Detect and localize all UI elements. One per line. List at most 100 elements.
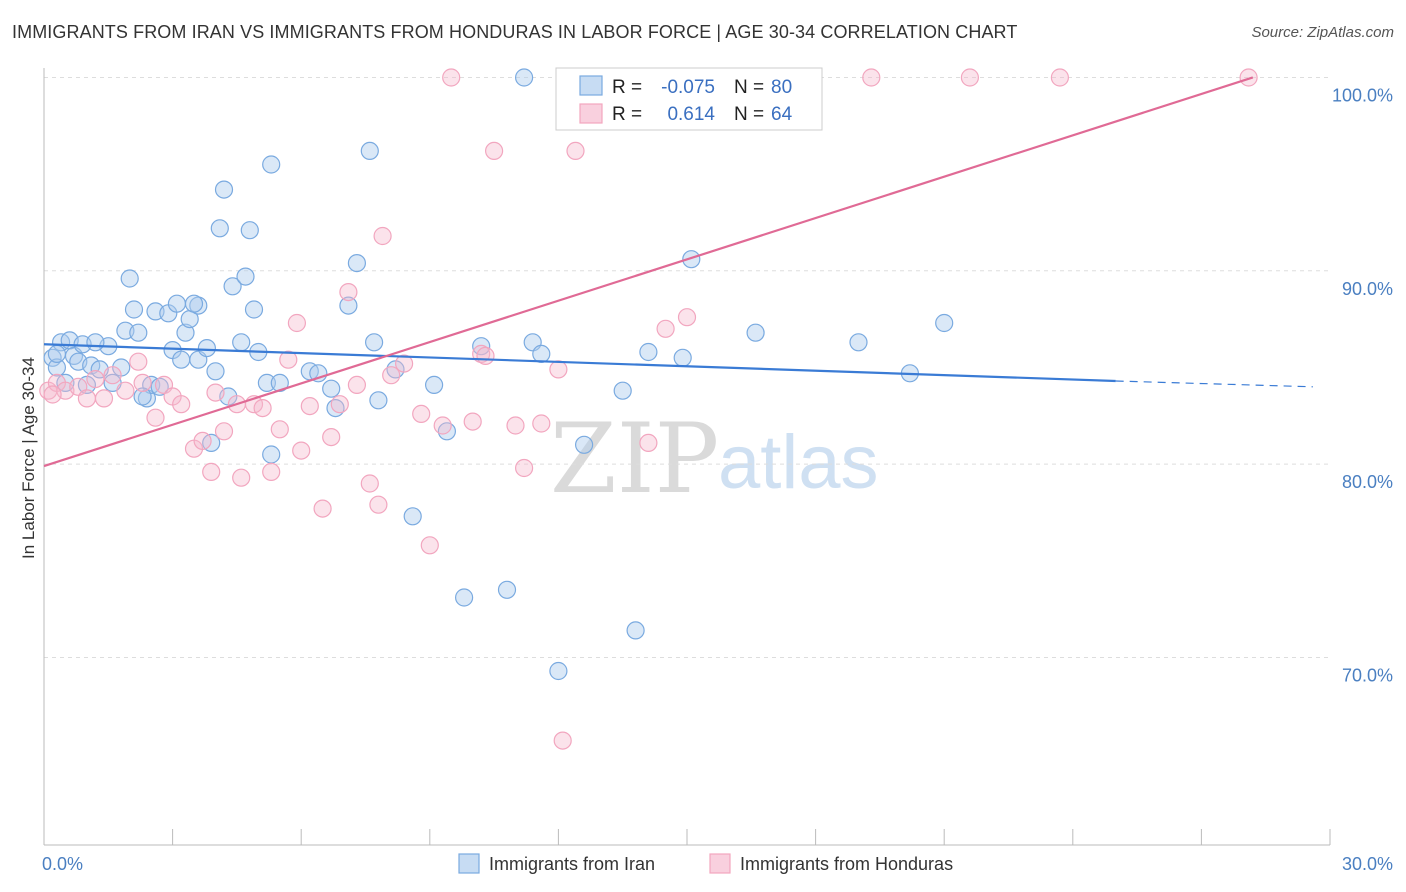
point-iran-40 — [244, 300, 264, 319]
point-honduras-31 — [322, 428, 341, 447]
point-honduras-27 — [287, 313, 306, 333]
legend-r-value-iran: -0.075 — [661, 77, 715, 98]
point-honduras-21 — [232, 468, 251, 487]
point-iran-43 — [262, 155, 281, 174]
point-honduras-42 — [433, 416, 452, 435]
legend-swatch-iran — [579, 75, 603, 96]
legend-n-value-iran: 80 — [771, 77, 792, 98]
point-honduras-43 — [442, 68, 461, 87]
point-honduras-19 — [214, 422, 234, 441]
point-honduras-34 — [347, 375, 366, 394]
y-tick-label-2: 80.0% — [1342, 472, 1393, 492]
bottom-legend-swatch-honduras — [709, 853, 731, 874]
point-honduras-47 — [506, 416, 525, 435]
point-iran-47 — [322, 379, 341, 398]
watermark-zip: ZIP — [550, 403, 719, 515]
point-iran-69 — [673, 348, 692, 367]
point-iran-60 — [497, 580, 517, 599]
point-honduras-59 — [960, 68, 980, 87]
bottom-legend: Immigrants from Iran Immigrants from Hon… — [458, 853, 953, 874]
axes — [43, 68, 1331, 846]
y-axis-label: In Labor Force | Age 30-34 — [19, 357, 38, 559]
point-iran-49 — [339, 296, 358, 315]
point-iran-55 — [403, 507, 422, 526]
point-iran-53 — [369, 391, 388, 410]
point-honduras-54 — [656, 319, 675, 338]
point-iran-25 — [172, 350, 191, 369]
legend-r-value-honduras: 0.614 — [667, 104, 715, 125]
trend-line-honduras — [43, 76, 1254, 468]
point-iran-63 — [532, 344, 551, 363]
source-label: Source: ZipAtlas.com — [1251, 24, 1394, 41]
point-iran-66 — [613, 381, 632, 400]
point-honduras-38 — [382, 366, 401, 385]
point-honduras-36 — [369, 495, 388, 514]
point-iran-38 — [236, 267, 255, 286]
point-iran-42 — [257, 373, 276, 392]
point-iran-70 — [682, 250, 701, 269]
series-honduras-points — [39, 68, 1258, 750]
point-honduras-62 — [43, 385, 62, 404]
legend-swatch-honduras — [579, 103, 603, 124]
point-iran-68 — [639, 342, 658, 362]
point-iran-59 — [472, 337, 491, 356]
point-honduras-44 — [463, 412, 482, 431]
point-honduras-11 — [146, 408, 165, 427]
trend-line-iran — [43, 343, 1116, 383]
point-iran-72 — [849, 333, 868, 352]
bottom-legend-label-iran: Immigrants from Iran — [489, 854, 655, 874]
point-honduras-60 — [1050, 68, 1070, 87]
point-honduras-53 — [639, 433, 658, 452]
point-honduras-5 — [86, 370, 105, 389]
point-iran-64 — [549, 661, 568, 681]
point-iran-34 — [214, 180, 234, 199]
y-tick-label-1: 90.0% — [1342, 279, 1393, 299]
point-honduras-33 — [339, 283, 358, 302]
point-iran-1 — [47, 358, 67, 377]
point-iran-9 — [82, 356, 101, 375]
x-tick-label-0: 0.0% — [42, 854, 83, 874]
point-honduras-25 — [270, 420, 289, 439]
point-honduras-24 — [262, 462, 281, 481]
point-iran-77 — [133, 387, 152, 406]
legend-r-label-iran: R = — [612, 77, 642, 98]
bottom-legend-swatch-iran — [458, 853, 480, 874]
legend-box: R = -0.075 N = 80 R = 0.614 N = 64 — [555, 67, 823, 131]
point-honduras-9 — [129, 352, 148, 371]
point-iran-36 — [223, 277, 242, 296]
point-honduras-32 — [330, 395, 349, 414]
point-honduras-18 — [206, 383, 225, 402]
point-honduras-40 — [412, 404, 431, 423]
trend-line-extension-iran — [1115, 380, 1313, 388]
point-honduras-16 — [193, 431, 212, 450]
point-iran-15 — [120, 269, 139, 288]
y-tick-label-3: 70.0% — [1342, 665, 1393, 685]
trend-lines — [43, 76, 1313, 468]
point-iran-44 — [262, 445, 281, 464]
point-iran-51 — [360, 141, 379, 160]
point-honduras-49 — [532, 414, 551, 433]
legend-n-value-honduras: 64 — [771, 104, 793, 125]
point-honduras-55 — [677, 308, 697, 327]
point-honduras-37 — [373, 226, 392, 246]
point-iran-33 — [210, 219, 229, 238]
point-iran-32 — [206, 362, 225, 381]
point-iran-37 — [232, 333, 251, 352]
point-honduras-4 — [77, 389, 97, 408]
point-iran-26 — [176, 323, 195, 342]
tick-labels: 100.0% 90.0% 80.0% 70.0% 0.0% 30.0% — [42, 85, 1393, 874]
point-honduras-41 — [420, 536, 439, 555]
point-iran-71 — [746, 323, 765, 342]
point-honduras-52 — [566, 141, 585, 160]
point-honduras-63 — [476, 346, 495, 365]
point-honduras-39 — [395, 354, 414, 373]
watermark-atlas: atlas — [718, 420, 879, 505]
point-iran-16 — [124, 300, 144, 319]
point-iran-76 — [86, 333, 105, 352]
point-honduras-28 — [292, 441, 311, 460]
point-iran-61 — [514, 68, 534, 87]
x-tick-label-1: 30.0% — [1342, 854, 1393, 874]
point-iran-65 — [574, 435, 594, 454]
legend-n-label-iran: N = — [734, 77, 764, 98]
legend-r-label-honduras: R = — [612, 104, 642, 125]
